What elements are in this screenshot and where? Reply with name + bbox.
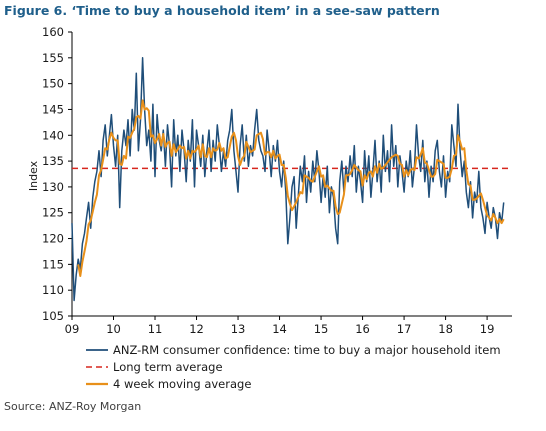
figure-title: Figure 6. ‘Time to buy a household item’… — [4, 3, 440, 18]
y-tick-label: 140 — [42, 128, 64, 142]
x-tick-label: 10 — [106, 322, 121, 336]
x-tick-label: 13 — [231, 322, 246, 336]
y-tick-labels: 105 110 115 120 125 130 135 140 145 150 155 160 — [42, 25, 72, 323]
x-tick-label: 11 — [148, 322, 163, 336]
y-tick-label: 130 — [42, 180, 64, 194]
y-tick-label: 150 — [42, 77, 64, 91]
x-tick-label: 09 — [65, 322, 80, 336]
x-tick-label: 16 — [355, 322, 370, 336]
y-tick-label: 125 — [42, 206, 64, 220]
legend: ANZ-RM consumer confidence: time to buy … — [86, 343, 501, 391]
y-tick-label: 115 — [42, 257, 64, 271]
x-tick-label: 12 — [189, 322, 204, 336]
legend-item-long-term-average-label: Long term average — [113, 360, 223, 374]
x-tick-label: 15 — [314, 322, 329, 336]
y-tick-label: 160 — [42, 25, 64, 39]
x-tick-label: 14 — [272, 322, 287, 336]
x-tick-label: 19 — [480, 322, 495, 336]
y-tick-label: 105 — [42, 309, 64, 323]
legend-item-moving-average-label: 4 week moving average — [113, 377, 251, 391]
axes — [71, 32, 512, 317]
x-tick-label: 17 — [397, 322, 412, 336]
y-tick-label: 155 — [42, 51, 64, 65]
series-line-time-to-buy — [71, 57, 505, 302]
y-axis-label: Index — [27, 160, 40, 191]
y-tick-label: 145 — [42, 102, 64, 116]
legend-item-time-to-buy-label: ANZ-RM consumer confidence: time to buy … — [113, 343, 501, 357]
plot-area — [71, 57, 512, 302]
x-tick-labels: 09 10 11 12 13 14 15 16 17 18 19 — [65, 316, 495, 336]
y-tick-label: 120 — [42, 232, 64, 246]
source-note: Source: ANZ-Roy Morgan — [4, 400, 142, 413]
y-tick-label: 110 — [42, 283, 64, 297]
series-line-moving-average — [77, 99, 505, 277]
x-tick-label: 18 — [438, 322, 453, 336]
y-tick-label: 135 — [42, 154, 64, 168]
